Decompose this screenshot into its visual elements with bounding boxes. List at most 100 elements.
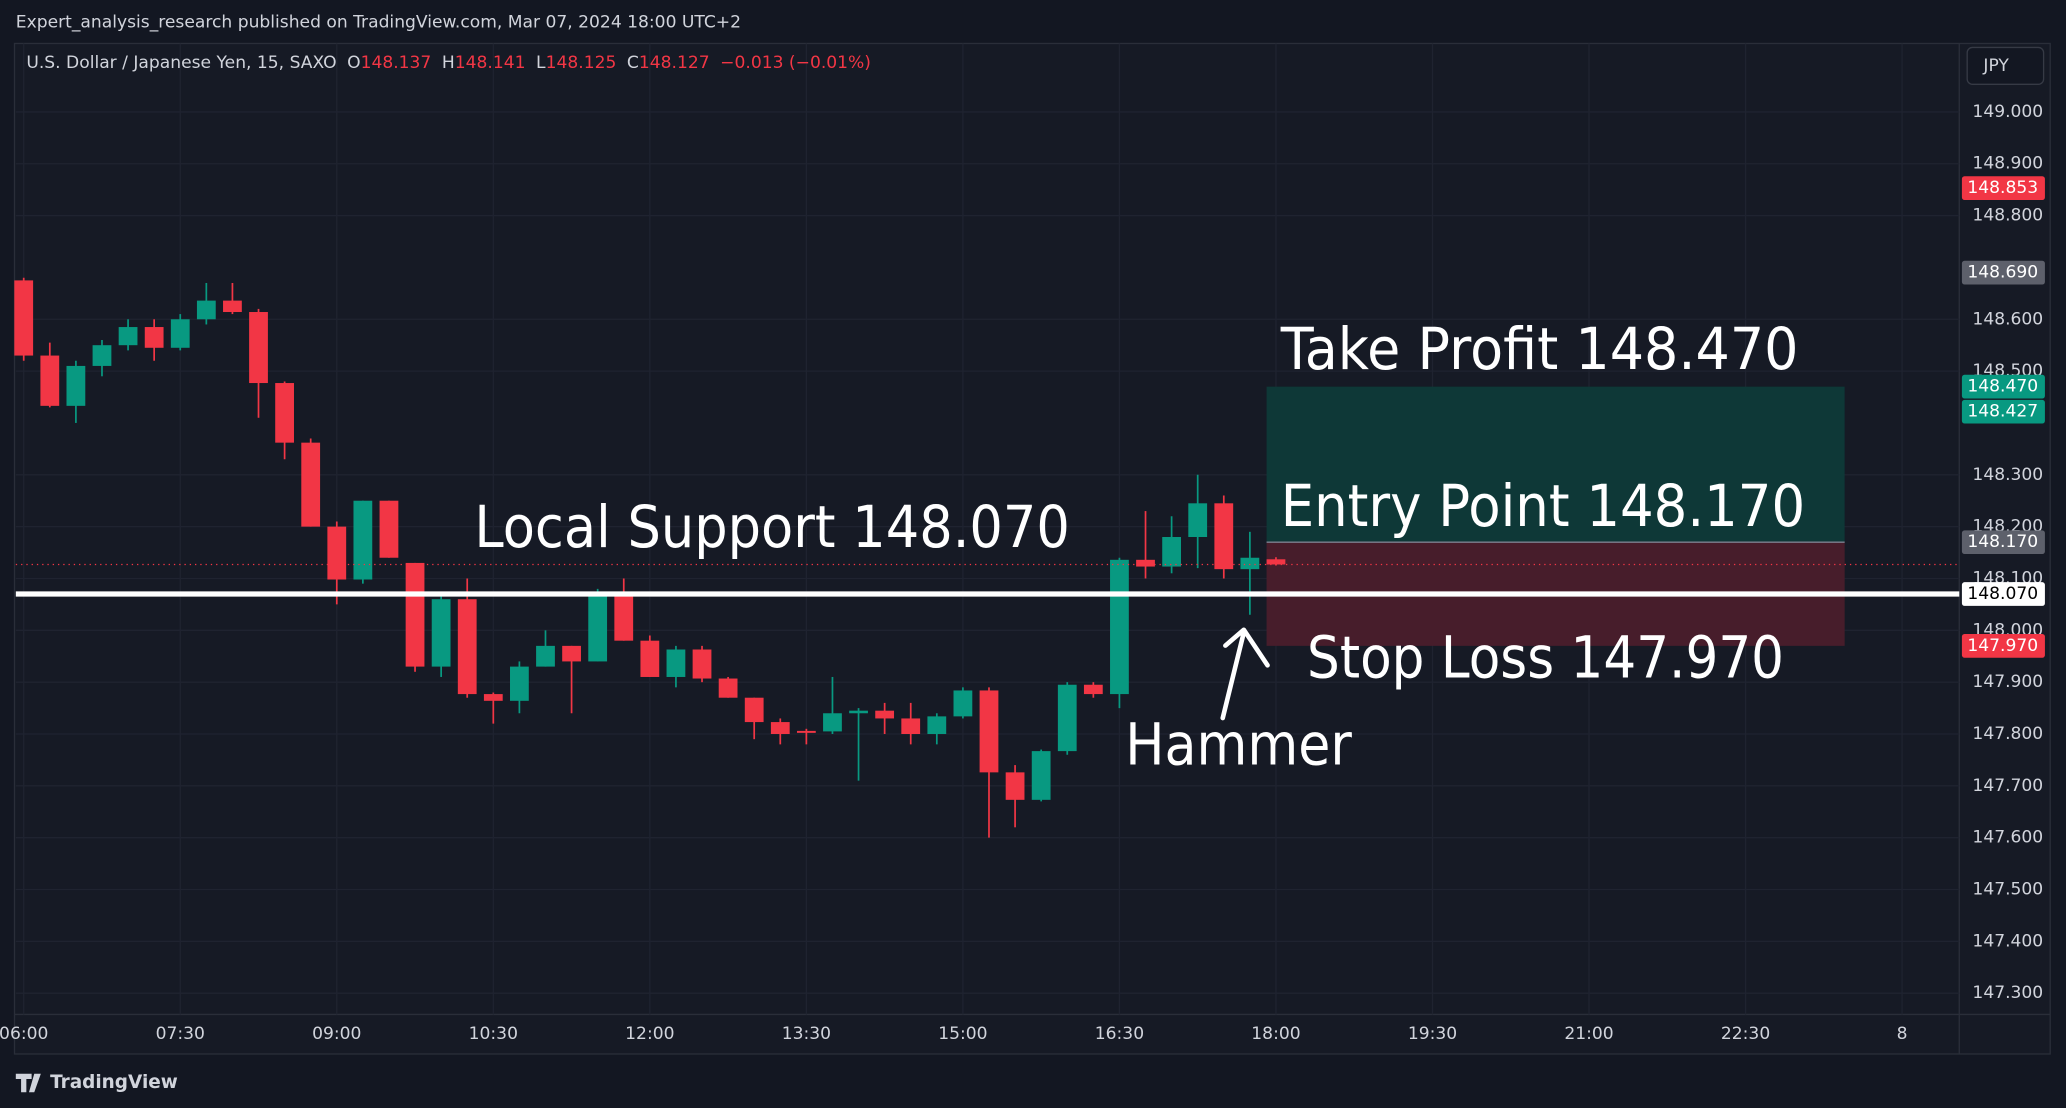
candle-body	[875, 710, 895, 719]
price-badge-label: 148.470	[1967, 377, 2038, 397]
x-tick-label: 12:00	[625, 1024, 674, 1044]
candle-body	[483, 694, 503, 701]
price-badge	[1961, 374, 2045, 399]
candle-body	[901, 718, 921, 734]
candle-body	[927, 716, 947, 734]
x-tick-label: 18:00	[1251, 1024, 1300, 1044]
take-profit-zone	[1266, 386, 1845, 543]
high-value: 148.141	[455, 53, 526, 73]
candle-body	[1110, 559, 1129, 695]
price-badge-label: 148.170	[1967, 532, 2038, 552]
y-tick-label: 147.300	[1972, 983, 2043, 1003]
y-tick-label: 147.800	[1972, 724, 2043, 744]
x-tick-label: 09:00	[312, 1024, 361, 1044]
y-tick-label: 147.600	[1972, 828, 2043, 848]
grid: 147.300 147.400 147.500 147.600 147.700 147.8…	[0, 43, 2043, 1044]
legend: U.S. Dollar / Japanese Yen, 15, SAXO O148…	[26, 53, 871, 73]
candle-body	[275, 383, 294, 443]
candle-body	[405, 562, 425, 667]
annotation-hammer: Hammer	[1125, 710, 1352, 778]
y-tick-label: 148.300	[1972, 465, 2043, 485]
candle-body	[1162, 537, 1182, 567]
candle-body	[692, 649, 712, 679]
price-badge	[1961, 634, 2045, 658]
y-tick-label: 147.700	[1972, 776, 2043, 796]
candle-body	[614, 592, 634, 641]
candle-body	[92, 345, 112, 366]
candle-body	[301, 442, 321, 527]
open-value: 148.137	[361, 53, 432, 73]
x-tick-label: 16:30	[1095, 1024, 1144, 1044]
published-line: Expert_analysis_research published on Tr…	[16, 12, 741, 32]
x-tick-label: 06:00	[0, 1024, 48, 1044]
low-value: 148.125	[546, 53, 617, 73]
annotation-take-profit: Take Profit 148.470	[1280, 315, 1799, 383]
candle-body	[223, 300, 242, 313]
candle-body	[1188, 503, 1208, 538]
price-badge	[1961, 530, 2045, 555]
candle-body	[1031, 751, 1051, 800]
candle-body	[849, 710, 868, 714]
y-tick-label: 147.900	[1972, 672, 2043, 692]
candle-body	[118, 327, 138, 346]
close-value: 148.127	[639, 53, 710, 73]
low-label: L	[536, 53, 546, 73]
candle-body	[1240, 557, 1260, 570]
candle-body	[796, 730, 816, 733]
candle-body	[744, 697, 764, 723]
y-tick-label: 147.400	[1972, 931, 2043, 951]
candle-body	[770, 722, 790, 734]
candle-body	[718, 678, 738, 698]
symbol: U.S. Dollar / Japanese Yen, 15, SAXO	[26, 53, 336, 73]
candle-body	[536, 645, 555, 667]
candle-body	[640, 640, 660, 677]
candle-body	[327, 526, 347, 580]
candle-body	[457, 599, 477, 695]
annotation-entry: Entry Point 148.170	[1281, 472, 1805, 540]
price-badge-label: 148.427	[1967, 402, 2038, 422]
x-tick-label: 8	[1897, 1024, 1908, 1044]
candle-body	[170, 319, 190, 348]
candle-body	[40, 355, 60, 406]
candle-body	[562, 645, 581, 662]
candle-body	[249, 312, 268, 384]
candle-body	[588, 592, 608, 662]
x-tick-label: 22:30	[1721, 1024, 1770, 1044]
candle-body	[666, 649, 686, 677]
price-badge	[1961, 176, 2045, 200]
price-badge-label: 147.970	[1967, 636, 2038, 656]
x-tick-label: 19:30	[1408, 1024, 1457, 1044]
y-tick-label: 148.800	[1972, 206, 2043, 226]
currency-button[interactable]: JPY	[1966, 46, 2045, 85]
currency-button-frame[interactable]	[1966, 46, 2045, 85]
price-badge-label: 148.070	[1967, 584, 2038, 604]
candle-body	[1136, 559, 1155, 567]
candle-body	[14, 280, 34, 356]
x-tick-label: 15:00	[938, 1024, 987, 1044]
candle-body	[1005, 772, 1025, 800]
price-badge	[1961, 260, 2045, 285]
brand-logo	[15, 1073, 41, 1093]
price-badge-label: 148.690	[1967, 263, 2038, 283]
candle-body	[353, 500, 373, 580]
candle-body	[979, 690, 999, 773]
price-badge-label: 148.853	[1967, 178, 2038, 198]
x-tick-label: 10:30	[469, 1024, 518, 1044]
x-tick-label: 07:30	[156, 1024, 205, 1044]
brand-name: TradingView	[50, 1072, 178, 1093]
change: −0.013 (−0.01%)	[720, 53, 871, 73]
candle-body	[196, 300, 216, 320]
candle-body	[1214, 503, 1234, 570]
y-tick-label: 148.900	[1972, 154, 2043, 174]
x-tick-label: 13:30	[782, 1024, 831, 1044]
close-label: C	[627, 53, 639, 73]
currency-label[interactable]: JPY	[1982, 56, 2009, 76]
candle-body	[823, 713, 842, 732]
overlay: Take Profit 148.470 Entry Point 148.170 St…	[15, 176, 2045, 778]
price-badge	[1961, 399, 2045, 424]
annotation-stop-loss: Stop Loss 147.970	[1307, 623, 1784, 691]
open-label: O	[347, 53, 360, 73]
candle-body	[144, 327, 164, 348]
